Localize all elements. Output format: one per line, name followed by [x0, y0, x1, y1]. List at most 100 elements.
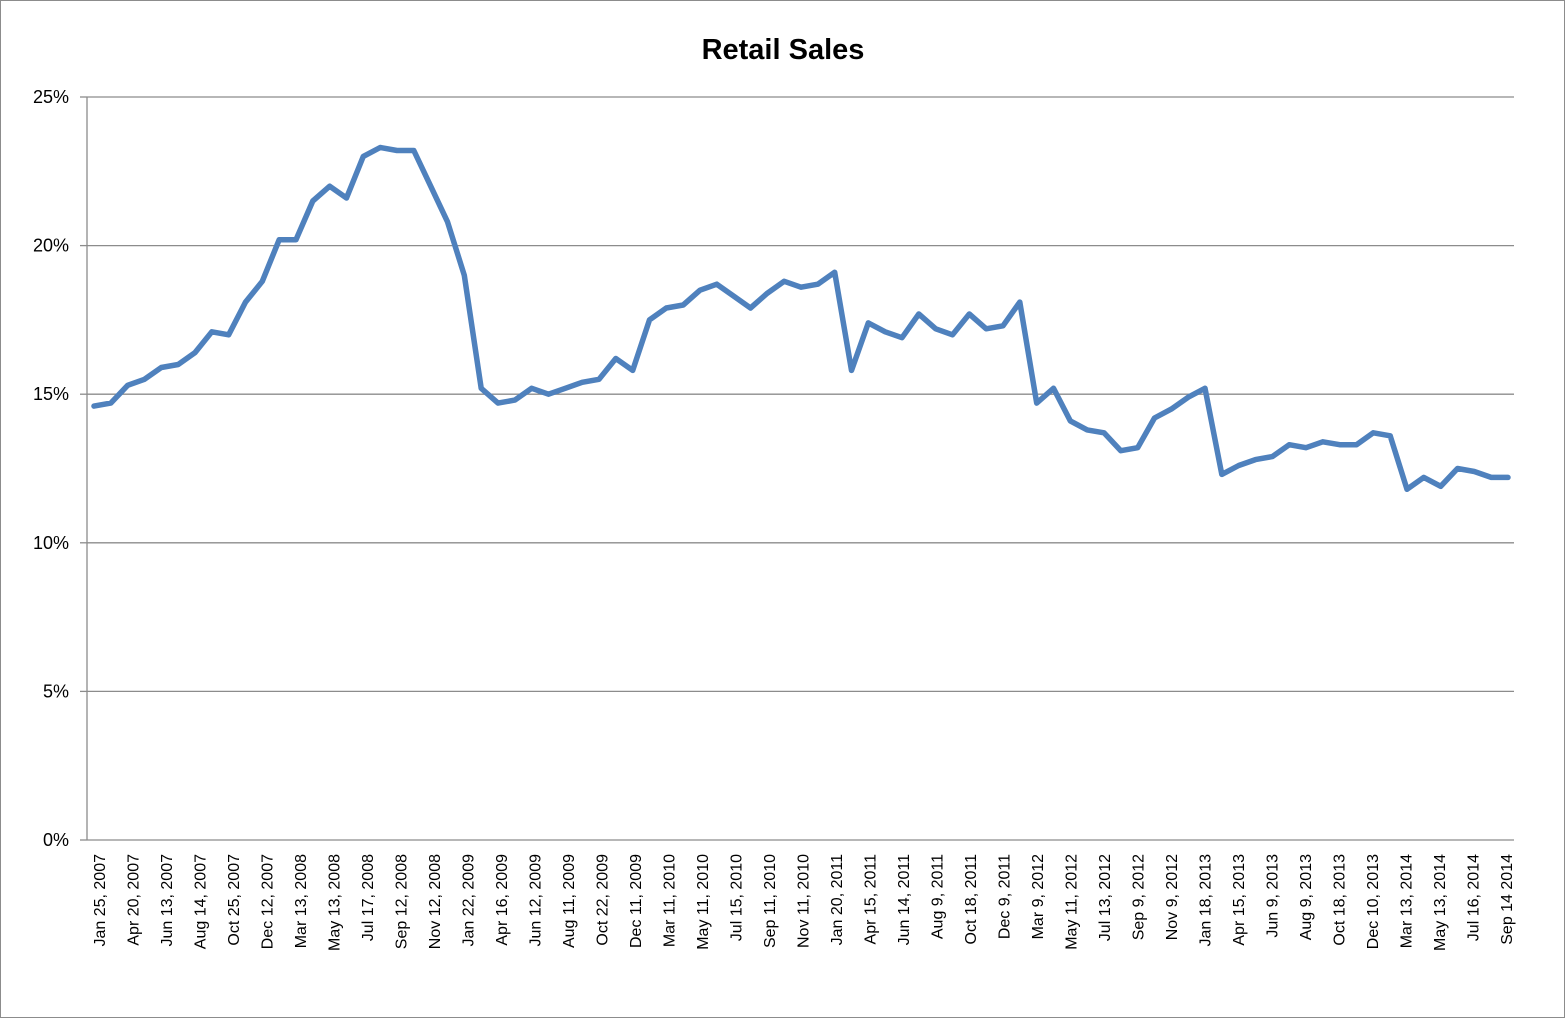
x-tick-label: Sep 9, 2012 [1131, 854, 1148, 940]
data-point [1488, 475, 1494, 480]
data-point [1168, 406, 1174, 412]
x-tick-label: Nov 9, 2012 [1164, 854, 1181, 940]
data-point [445, 219, 450, 225]
x-tick-label: Nov 12, 2008 [427, 854, 444, 949]
data-point [175, 362, 181, 367]
data-point [1455, 466, 1460, 471]
x-tick-label: Jul 16, 2014 [1466, 854, 1483, 941]
x-tick-label: Jun 14, 2011 [896, 854, 913, 945]
data-point [562, 385, 568, 391]
data-point [680, 302, 686, 308]
data-point [360, 154, 366, 159]
x-tick-label: Aug 9, 2013 [1298, 854, 1315, 940]
data-point [966, 311, 972, 317]
x-tick-label: Dec 11, 2009 [628, 854, 645, 948]
x-tick-label: Jan 18, 2013 [1198, 854, 1215, 947]
x-tick-label: Jun 9, 2013 [1265, 854, 1282, 938]
data-point [428, 183, 434, 189]
data-point [764, 290, 770, 296]
data-point [613, 356, 619, 361]
data-point [1067, 418, 1073, 424]
data-point [158, 365, 164, 370]
data-point [192, 350, 198, 355]
data-point [1202, 385, 1208, 391]
x-tick-label: Mar 9, 2012 [1030, 854, 1047, 939]
x-tick-label: Aug 9, 2011 [930, 854, 947, 939]
data-point [529, 385, 535, 391]
data-point [1354, 442, 1359, 448]
x-tick-label: Jun 13, 2007 [159, 854, 176, 947]
data-point [579, 379, 585, 385]
x-tick-label: Jul 13, 2012 [1097, 854, 1114, 941]
data-point [1253, 457, 1258, 462]
data-point [276, 237, 282, 243]
data-point [1101, 430, 1107, 436]
data-point [748, 305, 753, 311]
data-point [108, 400, 114, 406]
data-point [1219, 472, 1225, 477]
x-tick-label: Jan 22, 2009 [461, 854, 478, 947]
data-point [310, 198, 316, 204]
data-point [1185, 394, 1191, 400]
x-tick-label: Sep 14 2014 [1499, 854, 1516, 945]
data-point [1320, 439, 1326, 445]
x-tick-label: Oct 18, 2013 [1332, 854, 1349, 946]
x-tick-label: Oct 18, 2011 [963, 854, 980, 945]
data-point [411, 148, 417, 153]
data-point [1421, 475, 1427, 480]
data-point [226, 332, 232, 338]
data-point [596, 376, 602, 382]
data-point [142, 376, 147, 382]
data-point [495, 400, 501, 406]
series-line [91, 144, 1511, 493]
data-point [546, 391, 551, 397]
x-tick-label: Dec 10, 2013 [1365, 854, 1382, 949]
x-tick-label: Sep 11, 2010 [762, 854, 779, 948]
data-point [1404, 486, 1410, 492]
x-tick-label: Apr 15, 2011 [863, 854, 880, 945]
data-point [1051, 385, 1056, 391]
x-tick-label: Mar 13, 2014 [1399, 854, 1416, 948]
data-point [630, 368, 636, 373]
x-tick-label: Jun 12, 2009 [528, 854, 545, 947]
x-tick-label: May 13, 2014 [1432, 854, 1449, 951]
data-point [1017, 299, 1023, 305]
data-point [344, 195, 349, 201]
data-point [1438, 483, 1444, 489]
data-point [1118, 448, 1124, 454]
data-point [327, 183, 333, 189]
data-point [478, 385, 484, 391]
y-tick-label: 5% [43, 681, 69, 701]
data-point [1269, 454, 1275, 459]
x-tick-label: Aug 14, 2007 [193, 854, 210, 949]
data-point [1000, 323, 1006, 329]
data-point [461, 272, 467, 278]
data-point [1337, 442, 1343, 448]
data-point [916, 311, 922, 317]
x-tick-label: Jul 15, 2010 [729, 854, 746, 941]
x-tick-label: Mar 13, 2008 [293, 854, 310, 948]
x-tick-label: May 13, 2008 [327, 854, 344, 951]
data-point [1236, 463, 1242, 468]
x-tick-label: Mar 11, 2010 [662, 854, 679, 947]
data-point [714, 281, 720, 287]
data-point [899, 335, 905, 341]
chart-title: Retail Sales [702, 34, 865, 66]
data-point [1152, 415, 1157, 421]
data-point [798, 284, 804, 290]
data-point [1034, 400, 1040, 406]
y-tick-label: 0% [43, 830, 69, 850]
data-point [983, 326, 989, 332]
data-point [243, 299, 248, 305]
x-tick-label: Jan 20, 2011 [829, 854, 846, 945]
data-point [259, 278, 265, 284]
y-tick-label: 25% [33, 87, 69, 107]
data-point [832, 269, 838, 275]
data-point [1387, 433, 1393, 439]
data-point [1084, 427, 1090, 433]
data-point [91, 403, 97, 409]
data-point [512, 397, 518, 403]
x-tick-label: May 11, 2010 [695, 854, 712, 950]
